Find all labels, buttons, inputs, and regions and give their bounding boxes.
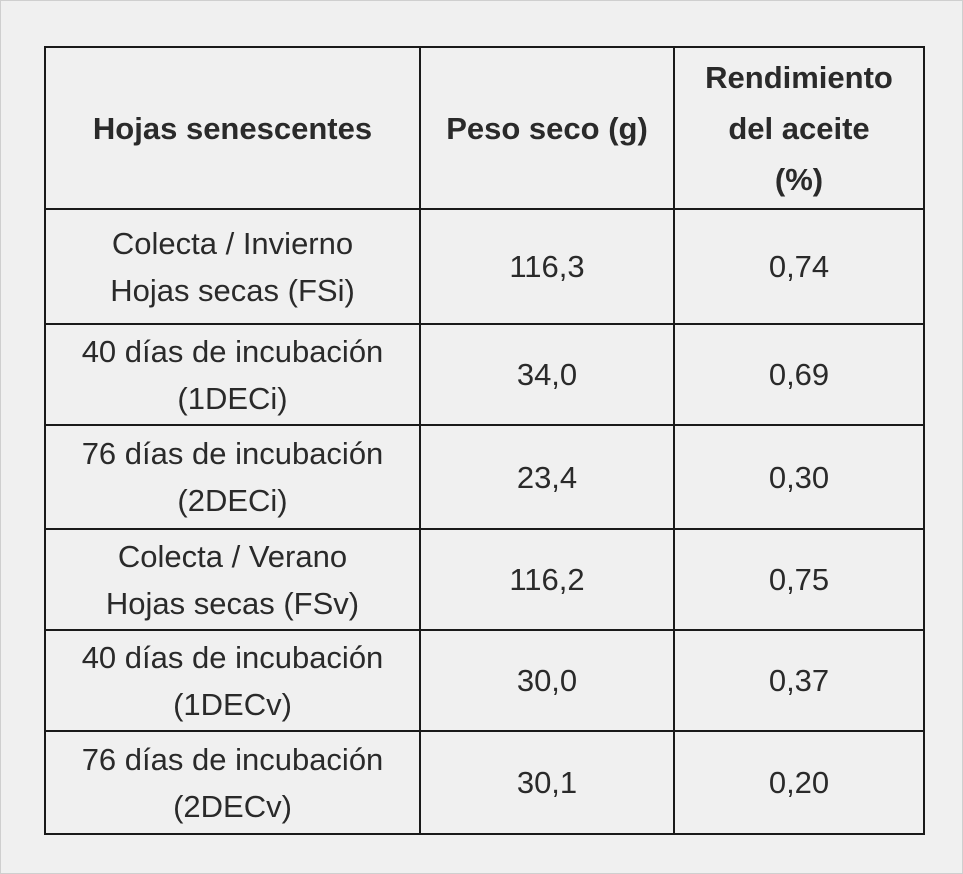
dry-weight-cell: 23,4 bbox=[419, 424, 675, 530]
sample-cell: 40 días de incubación (1DECi) bbox=[44, 323, 421, 426]
oil-yield-cell: 0,74 bbox=[673, 208, 925, 325]
oil-yield-cell: 0,37 bbox=[673, 629, 925, 732]
table-row: 40 días de incubación (1DECi) 34,0 0,69 bbox=[44, 323, 925, 426]
header-peso-seco: Peso seco (g) bbox=[419, 46, 675, 210]
sample-cell: 76 días de incubación (2DECi) bbox=[44, 424, 421, 530]
oil-yield-cell: 0,69 bbox=[673, 323, 925, 426]
dry-weight-cell: 116,3 bbox=[419, 208, 675, 325]
header-hojas-senescentes: Hojas senescentes bbox=[44, 46, 421, 210]
dry-weight-cell: 30,1 bbox=[419, 730, 675, 835]
data-table: Hojas senescentes Peso seco (g) Rendimie… bbox=[44, 46, 925, 835]
header-rendimiento-aceite: Rendimiento del aceite (%) bbox=[673, 46, 925, 210]
sample-cell: Colecta / Verano Hojas secas (FSv) bbox=[44, 528, 421, 631]
table-row: 76 días de incubación (2DECi) 23,4 0,30 bbox=[44, 424, 925, 530]
oil-yield-cell: 0,75 bbox=[673, 528, 925, 631]
table-row: Colecta / Invierno Hojas secas (FSi) 116… bbox=[44, 208, 925, 325]
sample-cell: 40 días de incubación (1DECv) bbox=[44, 629, 421, 732]
dry-weight-cell: 116,2 bbox=[419, 528, 675, 631]
sample-cell: Colecta / Invierno Hojas secas (FSi) bbox=[44, 208, 421, 325]
oil-yield-cell: 0,30 bbox=[673, 424, 925, 530]
dry-weight-cell: 30,0 bbox=[419, 629, 675, 732]
oil-yield-cell: 0,20 bbox=[673, 730, 925, 835]
table-row: 40 días de incubación (1DECv) 30,0 0,37 bbox=[44, 629, 925, 732]
table-row: Colecta / Verano Hojas secas (FSv) 116,2… bbox=[44, 528, 925, 631]
dry-weight-cell: 34,0 bbox=[419, 323, 675, 426]
table-header-row: Hojas senescentes Peso seco (g) Rendimie… bbox=[44, 46, 925, 210]
sample-cell: 76 días de incubación (2DECv) bbox=[44, 730, 421, 835]
table-row: 76 días de incubación (2DECv) 30,1 0,20 bbox=[44, 730, 925, 835]
